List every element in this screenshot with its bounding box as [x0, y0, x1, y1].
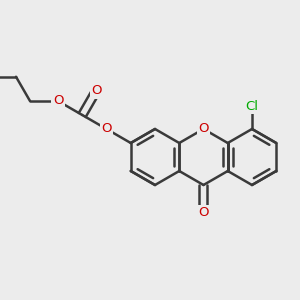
Text: O: O: [91, 84, 101, 97]
Text: Cl: Cl: [245, 100, 259, 113]
Text: O: O: [53, 94, 63, 107]
Text: O: O: [198, 122, 209, 136]
Text: O: O: [101, 122, 112, 136]
Text: O: O: [198, 206, 209, 220]
